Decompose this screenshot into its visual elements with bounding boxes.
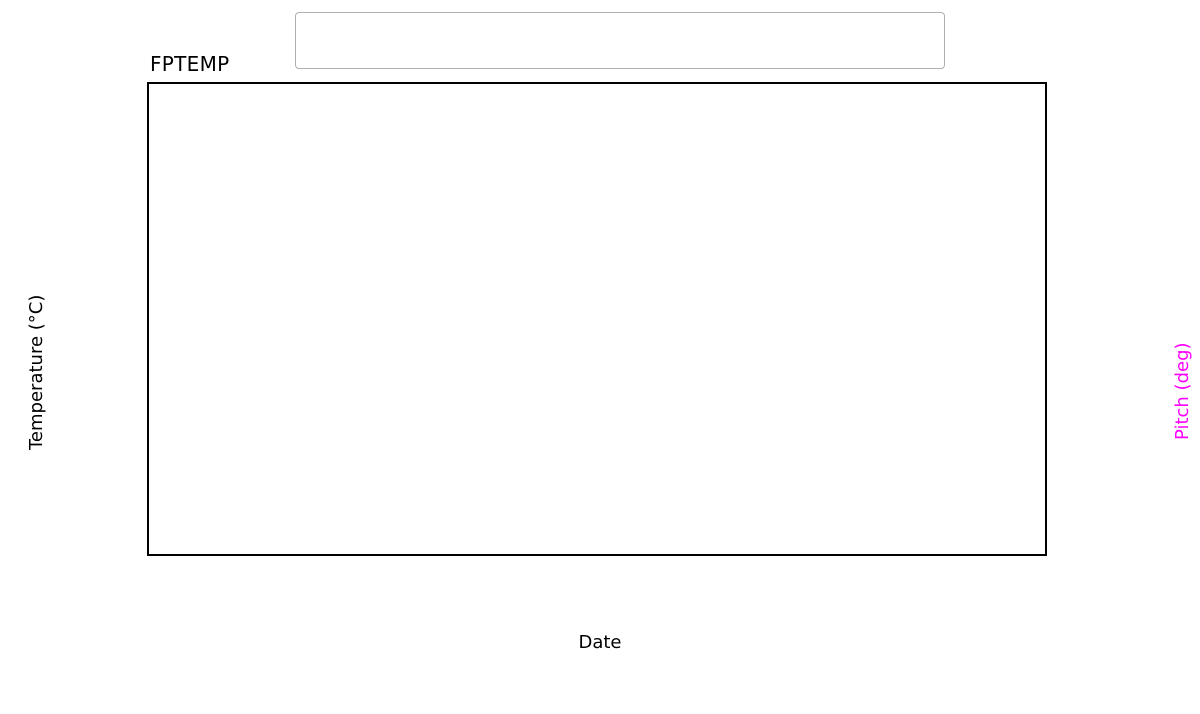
chart-legend [295, 12, 945, 69]
x-axis-label: Date [578, 632, 622, 653]
page-title: FPTEMP [150, 52, 230, 76]
chart-canvas [149, 84, 1045, 554]
plot-area [147, 82, 1047, 556]
